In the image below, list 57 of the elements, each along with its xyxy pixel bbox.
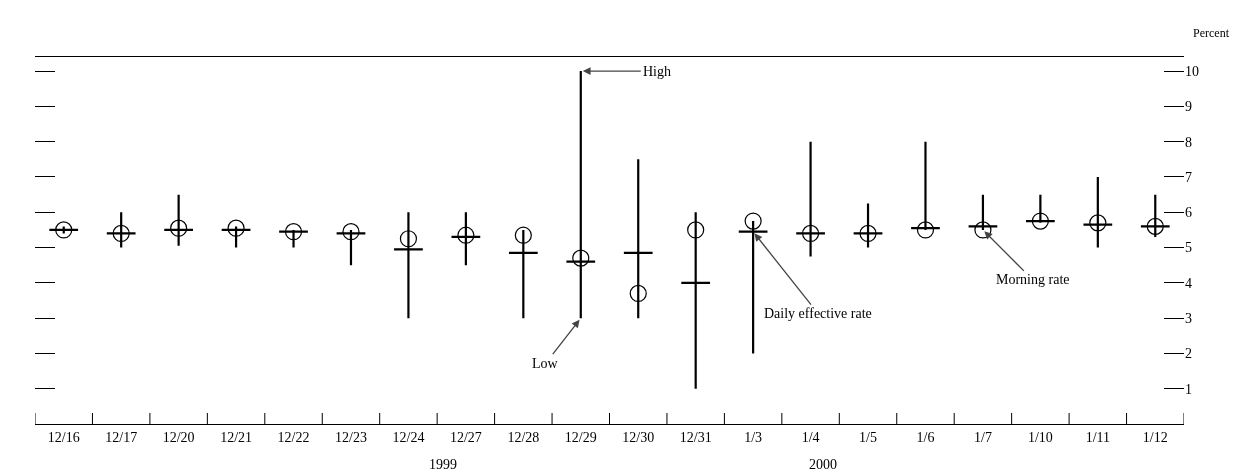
annotation: High — [643, 64, 671, 79]
x-tick-label: 12/29 — [564, 429, 597, 445]
y-axis-title: Percent — [1193, 26, 1230, 40]
text: 2000 — [809, 457, 837, 472]
y-tick-label: 10 — [1185, 64, 1199, 80]
x-tick-label: 1/7 — [973, 429, 992, 445]
point — [284, 223, 303, 241]
y-tick-label: 7 — [1185, 169, 1192, 185]
point — [514, 226, 532, 244]
point — [55, 221, 73, 239]
point — [916, 221, 935, 239]
x-tick-label: 12/22 — [277, 429, 310, 445]
x-tick-label: 12/17 — [105, 429, 138, 445]
point — [112, 224, 130, 243]
point — [1089, 214, 1107, 232]
point — [342, 223, 360, 241]
point — [457, 226, 475, 244]
text: 1999 — [429, 457, 457, 472]
x-tick-label: 12/30 — [622, 429, 655, 445]
x-tick-label: 12/28 — [507, 429, 540, 445]
annotation: Daily effective rate — [764, 306, 872, 321]
x-tick-label: 1/10 — [1027, 429, 1053, 445]
annotation: Low — [532, 356, 559, 371]
x-tick-label: 12/24 — [392, 429, 425, 445]
y-tick-label: 9 — [1185, 99, 1192, 115]
point — [170, 219, 188, 237]
point — [974, 221, 992, 239]
x-tick-label: 1/4 — [801, 429, 820, 445]
y-tick-label: 1 — [1185, 381, 1192, 397]
point — [744, 212, 762, 230]
point — [801, 224, 820, 243]
y-tick-label: 4 — [1185, 275, 1192, 291]
point — [227, 219, 245, 237]
point — [572, 249, 590, 267]
x-tick-label: 12/16 — [47, 429, 80, 445]
x-tick-label: 1/3 — [744, 429, 763, 445]
y-tick-label: 2 — [1185, 346, 1192, 362]
y-tick-label: 3 — [1185, 311, 1192, 327]
x-tick-label: 12/23 — [335, 429, 367, 445]
point — [629, 284, 647, 303]
y-tick-label: 5 — [1185, 240, 1192, 256]
x-tick-label: 1/6 — [916, 429, 935, 445]
annotation: Morning rate — [996, 272, 1070, 287]
x-tick-label: 12/21 — [220, 429, 253, 445]
point — [687, 221, 705, 239]
y-tick-label: 8 — [1185, 134, 1192, 150]
x-tick-label: 1/11 — [1085, 429, 1111, 445]
point — [1146, 217, 1164, 235]
x-tick-label: 12/20 — [162, 429, 195, 445]
x-tick-label: 12/27 — [449, 429, 482, 445]
point — [859, 224, 877, 243]
y-tick-label: 6 — [1185, 205, 1192, 221]
x-tick-label: 1/5 — [859, 429, 877, 445]
point — [399, 230, 418, 248]
x-tick-label: 12/31 — [679, 429, 712, 445]
point — [1031, 212, 1049, 230]
x-tick-label: 1/12 — [1142, 429, 1168, 445]
